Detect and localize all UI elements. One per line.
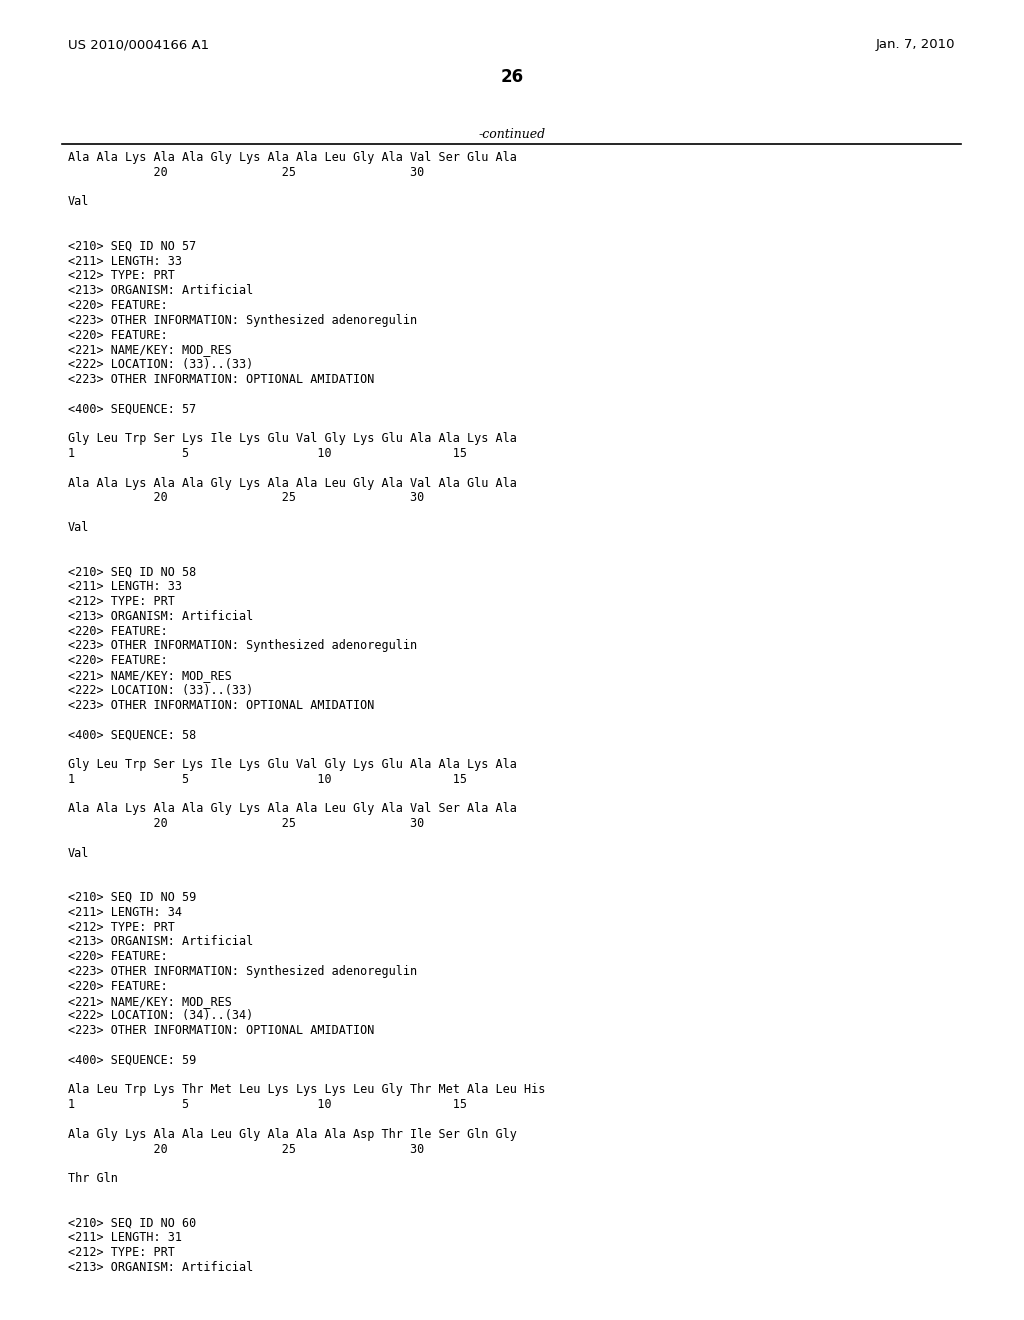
Text: <221> NAME/KEY: MOD_RES: <221> NAME/KEY: MOD_RES — [68, 669, 231, 682]
Text: -continued: -continued — [478, 128, 546, 141]
Text: <212> TYPE: PRT: <212> TYPE: PRT — [68, 269, 175, 282]
Text: <222> LOCATION: (33)..(33): <222> LOCATION: (33)..(33) — [68, 358, 253, 371]
Text: <400> SEQUENCE: 57: <400> SEQUENCE: 57 — [68, 403, 197, 416]
Text: 20                25                30: 20 25 30 — [68, 166, 424, 178]
Text: <223> OTHER INFORMATION: OPTIONAL AMIDATION: <223> OTHER INFORMATION: OPTIONAL AMIDAT… — [68, 1024, 375, 1038]
Text: <210> SEQ ID NO 59: <210> SEQ ID NO 59 — [68, 891, 197, 904]
Text: Val: Val — [68, 195, 89, 209]
Text: <213> ORGANISM: Artificial: <213> ORGANISM: Artificial — [68, 610, 253, 623]
Text: <211> LENGTH: 34: <211> LENGTH: 34 — [68, 906, 182, 919]
Text: <220> FEATURE:: <220> FEATURE: — [68, 979, 168, 993]
Text: <211> LENGTH: 33: <211> LENGTH: 33 — [68, 581, 182, 593]
Text: <220> FEATURE:: <220> FEATURE: — [68, 655, 168, 667]
Text: <220> FEATURE:: <220> FEATURE: — [68, 329, 168, 342]
Text: <223> OTHER INFORMATION: OPTIONAL AMIDATION: <223> OTHER INFORMATION: OPTIONAL AMIDAT… — [68, 374, 375, 385]
Text: 20                25                30: 20 25 30 — [68, 1143, 424, 1155]
Text: <212> TYPE: PRT: <212> TYPE: PRT — [68, 595, 175, 609]
Text: <220> FEATURE:: <220> FEATURE: — [68, 300, 168, 312]
Text: <211> LENGTH: 31: <211> LENGTH: 31 — [68, 1232, 182, 1245]
Text: <221> NAME/KEY: MOD_RES: <221> NAME/KEY: MOD_RES — [68, 994, 231, 1007]
Text: Ala Ala Lys Ala Ala Gly Lys Ala Ala Leu Gly Ala Val Ser Glu Ala: Ala Ala Lys Ala Ala Gly Lys Ala Ala Leu … — [68, 150, 517, 164]
Text: Ala Ala Lys Ala Ala Gly Lys Ala Ala Leu Gly Ala Val Ser Ala Ala: Ala Ala Lys Ala Ala Gly Lys Ala Ala Leu … — [68, 803, 517, 816]
Text: <223> OTHER INFORMATION: Synthesized adenoregulin: <223> OTHER INFORMATION: Synthesized ade… — [68, 639, 417, 652]
Text: <210> SEQ ID NO 57: <210> SEQ ID NO 57 — [68, 240, 197, 253]
Text: Ala Ala Lys Ala Ala Gly Lys Ala Ala Leu Gly Ala Val Ala Glu Ala: Ala Ala Lys Ala Ala Gly Lys Ala Ala Leu … — [68, 477, 517, 490]
Text: Jan. 7, 2010: Jan. 7, 2010 — [876, 38, 955, 51]
Text: <213> ORGANISM: Artificial: <213> ORGANISM: Artificial — [68, 284, 253, 297]
Text: <210> SEQ ID NO 60: <210> SEQ ID NO 60 — [68, 1217, 197, 1230]
Text: 1               5                  10                 15: 1 5 10 15 — [68, 772, 467, 785]
Text: Gly Leu Trp Ser Lys Ile Lys Glu Val Gly Lys Glu Ala Ala Lys Ala: Gly Leu Trp Ser Lys Ile Lys Glu Val Gly … — [68, 432, 517, 445]
Text: 1               5                  10                 15: 1 5 10 15 — [68, 1098, 467, 1111]
Text: <223> OTHER INFORMATION: Synthesized adenoregulin: <223> OTHER INFORMATION: Synthesized ade… — [68, 965, 417, 978]
Text: <211> LENGTH: 33: <211> LENGTH: 33 — [68, 255, 182, 268]
Text: <223> OTHER INFORMATION: Synthesized adenoregulin: <223> OTHER INFORMATION: Synthesized ade… — [68, 314, 417, 327]
Text: <213> ORGANISM: Artificial: <213> ORGANISM: Artificial — [68, 1261, 253, 1274]
Text: Gly Leu Trp Ser Lys Ile Lys Glu Val Gly Lys Glu Ala Ala Lys Ala: Gly Leu Trp Ser Lys Ile Lys Glu Val Gly … — [68, 758, 517, 771]
Text: 26: 26 — [501, 69, 523, 86]
Text: <221> NAME/KEY: MOD_RES: <221> NAME/KEY: MOD_RES — [68, 343, 231, 356]
Text: 20                25                30: 20 25 30 — [68, 491, 424, 504]
Text: Thr Gln: Thr Gln — [68, 1172, 118, 1185]
Text: <400> SEQUENCE: 58: <400> SEQUENCE: 58 — [68, 729, 197, 742]
Text: <400> SEQUENCE: 59: <400> SEQUENCE: 59 — [68, 1053, 197, 1067]
Text: Val: Val — [68, 521, 89, 535]
Text: <220> FEATURE:: <220> FEATURE: — [68, 624, 168, 638]
Text: <223> OTHER INFORMATION: OPTIONAL AMIDATION: <223> OTHER INFORMATION: OPTIONAL AMIDAT… — [68, 698, 375, 711]
Text: <220> FEATURE:: <220> FEATURE: — [68, 950, 168, 964]
Text: <212> TYPE: PRT: <212> TYPE: PRT — [68, 1246, 175, 1259]
Text: 20                25                30: 20 25 30 — [68, 817, 424, 830]
Text: Ala Gly Lys Ala Ala Leu Gly Ala Ala Ala Asp Thr Ile Ser Gln Gly: Ala Gly Lys Ala Ala Leu Gly Ala Ala Ala … — [68, 1127, 517, 1140]
Text: <212> TYPE: PRT: <212> TYPE: PRT — [68, 920, 175, 933]
Text: Ala Leu Trp Lys Thr Met Leu Lys Lys Lys Leu Gly Thr Met Ala Leu His: Ala Leu Trp Lys Thr Met Leu Lys Lys Lys … — [68, 1084, 546, 1097]
Text: <213> ORGANISM: Artificial: <213> ORGANISM: Artificial — [68, 936, 253, 948]
Text: <210> SEQ ID NO 58: <210> SEQ ID NO 58 — [68, 565, 197, 578]
Text: US 2010/0004166 A1: US 2010/0004166 A1 — [68, 38, 209, 51]
Text: 1               5                  10                 15: 1 5 10 15 — [68, 447, 467, 459]
Text: Val: Val — [68, 846, 89, 859]
Text: <222> LOCATION: (34)..(34): <222> LOCATION: (34)..(34) — [68, 1010, 253, 1023]
Text: <222> LOCATION: (33)..(33): <222> LOCATION: (33)..(33) — [68, 684, 253, 697]
